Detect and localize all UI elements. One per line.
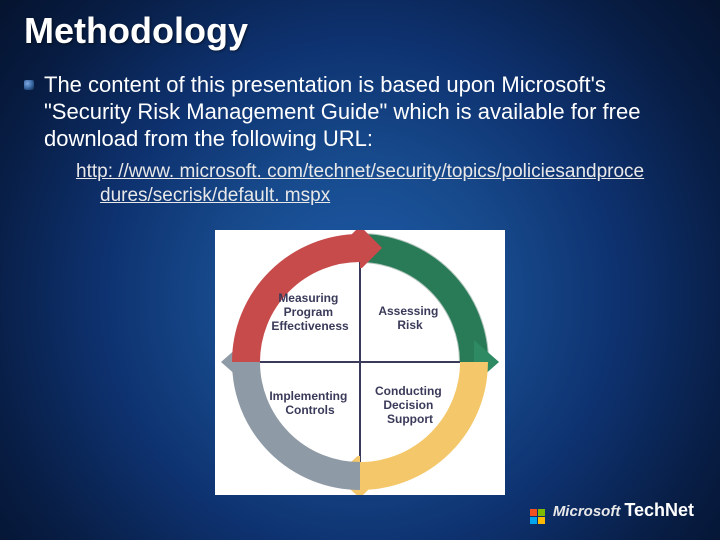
cycle-diagram: Assessing Risk Conducting Decision Suppo… — [215, 230, 505, 495]
slide-body: The content of this presentation is base… — [24, 72, 690, 208]
footer-brand-main: TechNet — [624, 500, 694, 521]
reference-link[interactable]: http: //www. microsoft. com/technet/secu… — [76, 160, 650, 208]
bullet-item: The content of this presentation is base… — [24, 72, 690, 152]
slide-title: Methodology — [24, 10, 248, 52]
slide: Methodology The content of this presenta… — [0, 0, 720, 540]
footer-brand-prefix: Microsoft — [553, 503, 621, 520]
bullet-text: The content of this presentation is base… — [44, 72, 690, 152]
cycle-diagram-svg: Assessing Risk Conducting Decision Suppo… — [215, 230, 505, 495]
bullet-icon — [24, 80, 34, 90]
ms-flag-icon — [530, 509, 545, 524]
footer-logo: Microsoft TechNet — [530, 500, 694, 524]
